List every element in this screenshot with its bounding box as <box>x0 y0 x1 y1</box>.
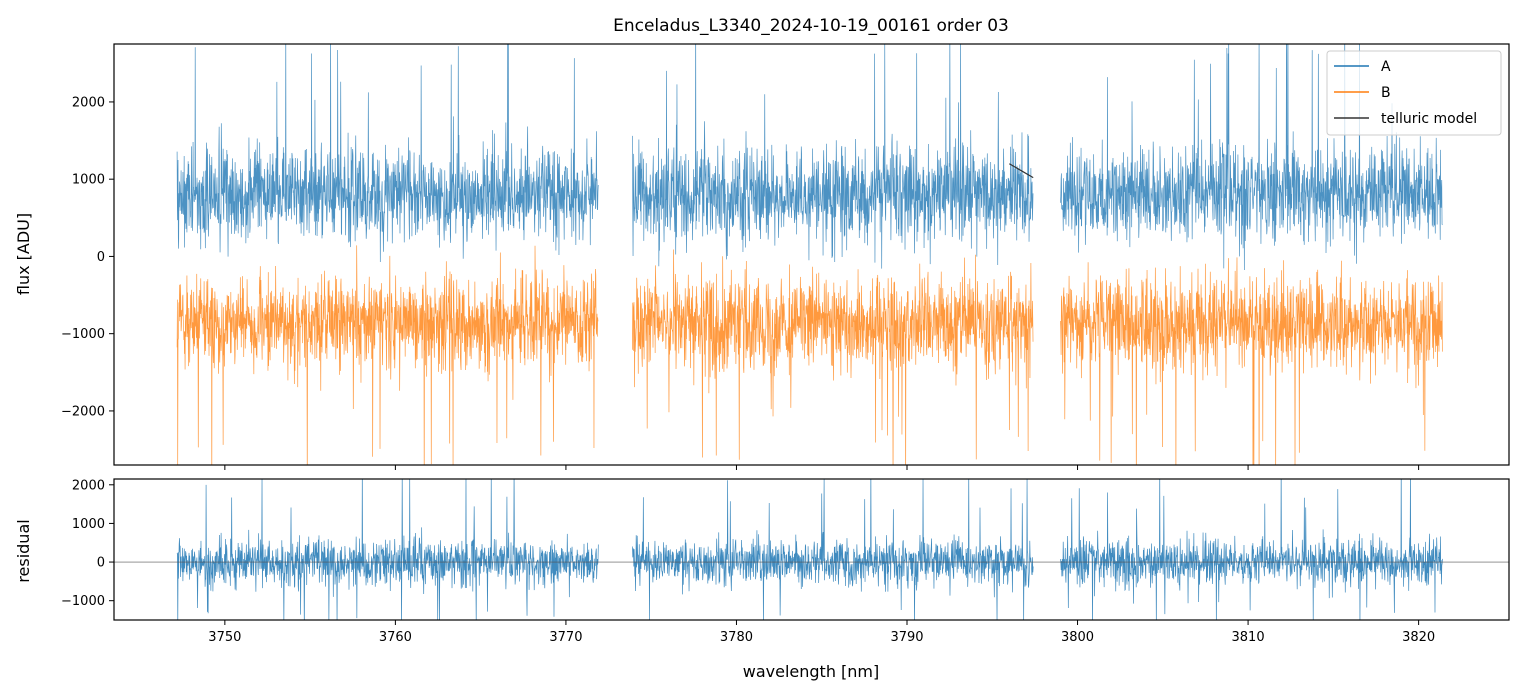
flux-panel-frame <box>113 43 1510 466</box>
residual-y-axis-label: residual <box>14 519 33 582</box>
flux-y-axis-label: flux [ADU] <box>14 213 33 295</box>
x-axis-label: wavelength [nm] <box>743 662 880 681</box>
legend-label-b: B <box>1381 85 1391 101</box>
residual-panel-frame <box>113 478 1510 621</box>
x-tick-label: 3810 <box>1232 630 1265 645</box>
residual-traces <box>114 479 1509 620</box>
legend-label-telluric: telluric model <box>1381 111 1477 127</box>
flux-y-tick-label: 2000 <box>72 95 105 110</box>
residual-line <box>176 479 1443 620</box>
flux-traces <box>176 44 1443 465</box>
series-a-line <box>176 44 1443 271</box>
x-tick-label: 3780 <box>720 630 753 645</box>
flux-y-tick-label: 0 <box>97 250 105 265</box>
chart-title: Enceladus_L3340_2024-10-19_00161 order 0… <box>613 16 1009 36</box>
flux-y-ticks: 2000 1000 0 −1000 −2000 <box>61 95 114 419</box>
flux-x-ticks <box>224 465 1420 470</box>
x-tick-label: 3800 <box>1061 630 1094 645</box>
flux-panel: 2000 1000 0 −1000 −2000 flux [ADU] A B tellu… <box>14 43 1510 470</box>
residual-y-tick-label: 0 <box>97 556 105 571</box>
flux-y-tick-label: 1000 <box>72 173 105 188</box>
residual-y-tick-label: −1000 <box>61 594 105 609</box>
residual-y-tick-label: 1000 <box>72 517 105 532</box>
series-b-line <box>176 245 1443 465</box>
x-tick-label: 3770 <box>549 630 582 645</box>
residual-x-ticks: 3750 3760 3770 3780 3790 3800 3810 3820 <box>208 620 1435 645</box>
flux-y-tick-label: −2000 <box>61 404 105 419</box>
residual-y-ticks: 2000 1000 0 −1000 <box>61 478 114 609</box>
legend: A B telluric model <box>1326 50 1502 136</box>
x-tick-label: 3760 <box>379 630 412 645</box>
legend-label-a: A <box>1381 59 1391 75</box>
legend-box <box>1326 50 1502 136</box>
x-tick-label: 3750 <box>208 630 241 645</box>
x-tick-label: 3790 <box>890 630 923 645</box>
x-tick-label: 3820 <box>1402 630 1435 645</box>
residual-y-tick-label: 2000 <box>72 478 105 493</box>
flux-y-tick-label: −1000 <box>61 327 105 342</box>
